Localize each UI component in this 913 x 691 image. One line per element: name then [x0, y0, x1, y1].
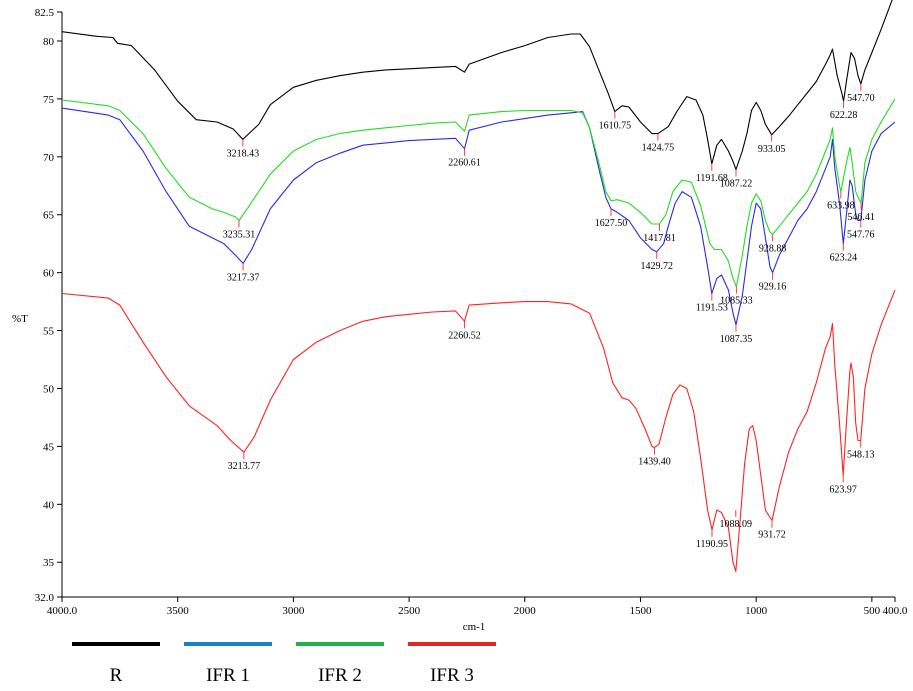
peak-label: 548.13	[847, 450, 875, 461]
peak-label: 633.98	[827, 201, 855, 212]
peak-label: 928.88	[759, 243, 787, 254]
peak-label: 1087.22	[720, 179, 753, 190]
legend-item: IFR 2	[296, 642, 384, 686]
peak-label: 622.28	[830, 110, 858, 121]
peak-label: 929.16	[759, 282, 787, 293]
legend: R IFR 1 IFR 2 IFR 3	[72, 642, 496, 686]
legend-swatch	[72, 642, 160, 646]
peak-label: 547.76	[847, 230, 875, 241]
legend-swatch	[296, 642, 384, 646]
x-axis-title: cm-1	[463, 621, 486, 633]
peak-label: 1429.72	[640, 261, 673, 272]
peak-label: 1087.35	[720, 334, 753, 345]
x-tick-label: 2500	[398, 605, 421, 617]
peak-label: 2260.52	[448, 330, 481, 341]
legend-item: IFR 1	[184, 642, 272, 686]
y-tick-label: 45	[43, 441, 55, 453]
peak-labels: 3218.432260.611610.751424.751191.681087.…	[223, 83, 875, 550]
y-tick-label: 75	[43, 94, 55, 106]
peak-label: 1191.53	[696, 302, 728, 313]
peak-label: 623.24	[830, 253, 858, 264]
series-group	[61, 0, 896, 573]
peak-label: 546.41	[847, 212, 875, 223]
peak-label: 933.05	[758, 144, 786, 155]
series-line-r	[61, 0, 893, 171]
y-axis-title: %T	[12, 313, 28, 325]
peak-label: 931.72	[758, 530, 786, 541]
peak-label: 3235.31	[223, 230, 256, 241]
peak-label: 547.70	[847, 93, 875, 104]
peak-label: 1190.95	[696, 539, 728, 550]
y-tick-label: 65	[43, 210, 55, 222]
legend-swatch	[184, 642, 272, 646]
peak-label: 3218.43	[227, 148, 260, 159]
peak-label: 3213.77	[228, 461, 261, 472]
peak-label: 1439.40	[638, 457, 671, 468]
peak-label: 1085.33	[720, 296, 753, 307]
y-tick-label: 50	[43, 383, 55, 395]
series-line-ifr-3	[61, 289, 896, 573]
peak-label: 1627.50	[595, 218, 628, 229]
peak-label: 1610.75	[599, 121, 632, 132]
y-tick-label: 70	[43, 152, 55, 164]
legend-label: IFR 2	[318, 665, 362, 686]
axes: 4000.0 3500 3000 2500 2000 1500 1000 500 400.0 32…	[35, 7, 908, 617]
peak-label: 623.97	[829, 484, 857, 495]
y-tick-label: 32.0	[35, 592, 55, 604]
peak-label: 1424.75	[642, 143, 675, 154]
y-tick-label: 82.5	[35, 7, 55, 19]
peak-label: 2260.61	[448, 158, 481, 169]
y-tick-label: 60	[43, 268, 55, 280]
x-tick-label: 3000	[282, 605, 305, 617]
y-tick-label: 80	[43, 36, 55, 48]
legend-item: R	[72, 642, 160, 686]
x-tick-label: 1500	[629, 605, 652, 617]
legend-swatch	[408, 642, 496, 646]
peak-label: 1191.68	[696, 173, 728, 184]
x-tick-label: 2000	[514, 605, 537, 617]
x-tick-label: 500	[864, 605, 881, 617]
legend-item: IFR 3	[408, 642, 496, 686]
legend-label: IFR 3	[430, 665, 474, 686]
x-tick-label: 3500	[167, 605, 190, 617]
series-line-ifr-2	[61, 98, 896, 288]
x-tick-label: 400.0	[883, 605, 908, 617]
peak-label: 3217.37	[227, 272, 260, 283]
peak-label: 1088.09	[720, 519, 753, 530]
series-line-ifr-1	[61, 107, 896, 326]
y-tick-label: 40	[43, 499, 55, 511]
legend-label: R	[110, 665, 123, 686]
x-tick-label: 1000	[745, 605, 768, 617]
y-tick-label: 55	[43, 326, 55, 338]
legend-label: IFR 1	[206, 665, 250, 686]
peak-label: 1417.81	[643, 233, 676, 244]
y-tick-label: 35	[43, 557, 55, 569]
x-tick-label: 4000.0	[47, 605, 78, 617]
